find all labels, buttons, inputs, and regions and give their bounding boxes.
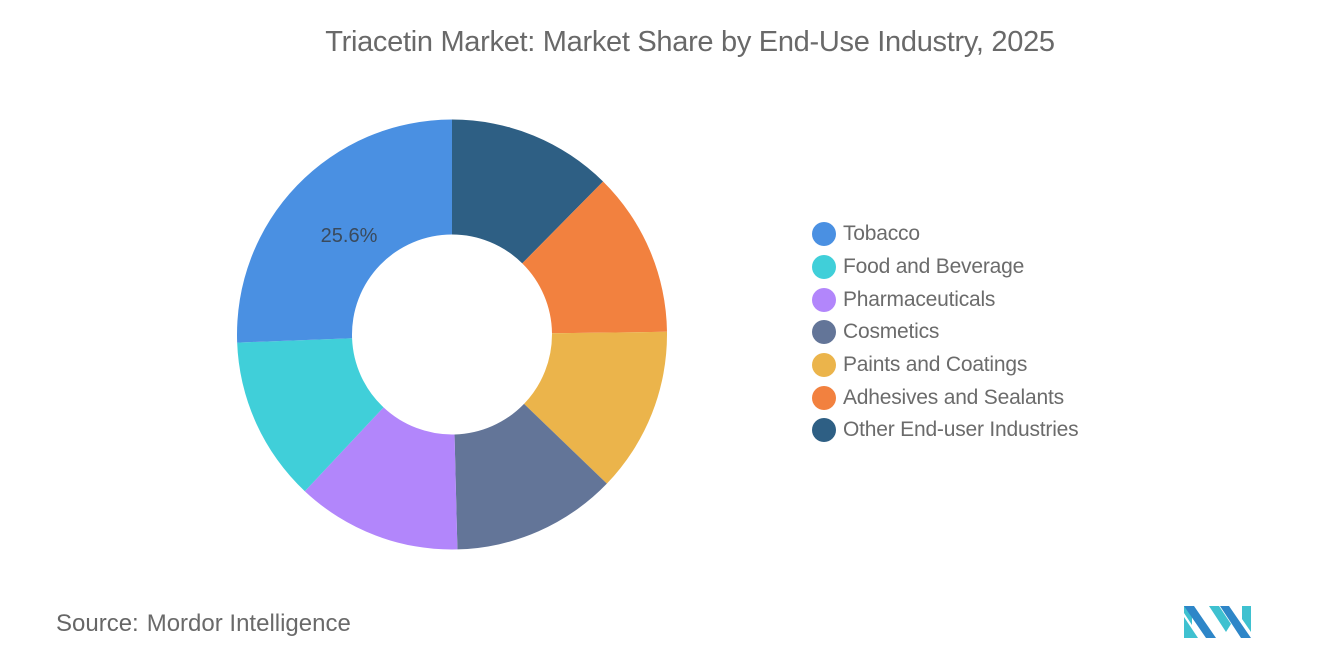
legend-dot-icon (812, 385, 836, 410)
source-label: Source: (56, 610, 139, 637)
legend-label: Adhesives and Sealants (843, 385, 1064, 409)
legend-item-pharmaceuticals[interactable]: Pharmaceuticals (812, 283, 1078, 316)
legend-label: Other End-user Industries (843, 418, 1079, 442)
slice-paints-and-coatings[interactable] (524, 331, 667, 484)
slice-cosmetics[interactable] (454, 403, 607, 550)
donut-chart: 25.6% (237, 119, 667, 550)
mordor-intelligence-logo-icon (1184, 606, 1251, 638)
chart-title: Triacetin Market: Market Share by End-Us… (325, 26, 1055, 58)
legend-label: Cosmetics (843, 320, 940, 344)
slice-pharmaceuticals[interactable] (304, 407, 458, 550)
source-value: Mordor Intelligence (146, 610, 351, 637)
slice-value-label-tobacco: 25.6% (321, 225, 378, 247)
legend-label: Food and Beverage (843, 255, 1025, 279)
legend-dot-icon (812, 418, 836, 443)
legend-item-cosmetics[interactable]: Cosmetics (812, 316, 1078, 349)
legend-item-other-end-user-industries[interactable]: Other End-user Industries (812, 414, 1079, 447)
legend-item-adhesives-and-sealants[interactable]: Adhesives and Sealants (812, 381, 1078, 414)
legend-label: Paints and Coatings (843, 353, 1028, 377)
legend-dot-icon (812, 255, 836, 280)
legend-dot-icon (812, 287, 836, 312)
legend-item-paints-and-coatings[interactable]: Paints and Coatings (812, 349, 1078, 382)
legend-label: Pharmaceuticals (843, 287, 996, 311)
legend-label: Tobacco (843, 222, 920, 246)
donut-slices (237, 119, 667, 550)
legend-dot-icon (812, 353, 836, 378)
chart-legend: Tobacco Food and Beverage Pharmaceuticals C… (812, 218, 1079, 447)
slice-tobacco[interactable] (237, 119, 452, 343)
legend-item-food-and-beverage[interactable]: Food and Beverage (812, 251, 1078, 284)
legend-dot-icon (812, 320, 836, 345)
slice-adhesives-and-sealants[interactable] (522, 181, 667, 334)
source-note: Source: Mordor Intelligence (56, 610, 351, 638)
legend-item-tobacco[interactable]: Tobacco (812, 218, 1078, 251)
slice-food-and-beverage[interactable] (237, 338, 384, 492)
slice-other-end-user-industries[interactable] (452, 119, 604, 264)
legend-dot-icon (812, 222, 836, 247)
